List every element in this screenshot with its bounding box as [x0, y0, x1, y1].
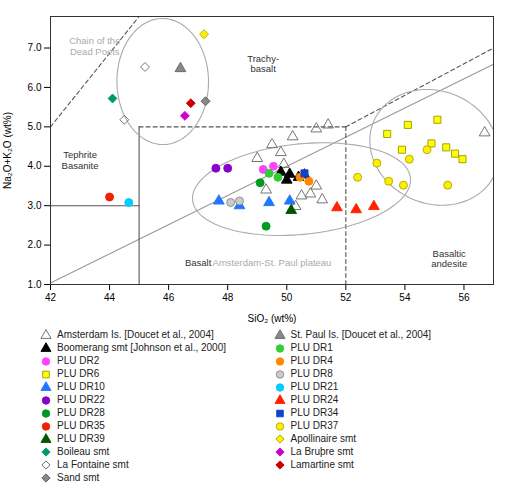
svg-text:Basalticandesite: Basalticandesite: [431, 248, 467, 269]
html-text:St. Paul Is. [Doucet et al., 2: St. Paul Is. [Doucet et al., 2004]: [290, 329, 432, 340]
svg-text:Na₂O+K₂O (wt%): Na₂O+K₂O (wt%): [2, 112, 13, 189]
svg-text:3.0: 3.0: [28, 200, 42, 211]
html-text:Sand smt: Sand smt: [57, 472, 100, 483]
html-text:PLU DR2: PLU DR2: [57, 355, 100, 366]
svg-text:6.0: 6.0: [28, 82, 42, 93]
svg-text:7.0: 7.0: [28, 42, 42, 53]
html-text:PLU DR22: PLU DR22: [57, 394, 105, 405]
svg-text:2.0: 2.0: [28, 239, 42, 250]
html-text:PLU DR21: PLU DR21: [290, 381, 339, 392]
html-text:Boileau smt: Boileau smt: [57, 446, 110, 457]
html-text:PLU DR24: PLU DR24: [290, 394, 339, 405]
html-text:PLU DR6: PLU DR6: [57, 368, 100, 379]
html-text:PLU DR39: PLU DR39: [57, 433, 105, 444]
html-text:Apollinaire smt: Apollinaire smt: [290, 433, 357, 444]
html-text:PLU DR1: PLU DR1: [290, 342, 333, 353]
svg-text:SiO₂ (wt%): SiO₂ (wt%): [248, 313, 297, 324]
svg-text:Trachy-basalt: Trachy-basalt: [247, 53, 279, 74]
html-text:Amsterdam Is. [Doucet et al.,: Amsterdam Is. [Doucet et al., 2004]: [57, 329, 214, 340]
html-text:Boomerang smt [Johnson et al.,: Boomerang smt [Johnson et al., 2000]: [57, 342, 226, 353]
svg-text:48: 48: [222, 292, 234, 303]
svg-text:52: 52: [340, 292, 352, 303]
svg-text:Chain of theDead Poets: Chain of theDead Poets: [69, 35, 120, 56]
svg-text:54: 54: [399, 292, 411, 303]
svg-text:1.0: 1.0: [28, 279, 42, 290]
html-text:PLU DR37: PLU DR37: [290, 420, 339, 431]
html-text:Lamartine smt: Lamartine smt: [290, 459, 354, 470]
svg-text:Amsterdam-St. Paul plateau: Amsterdam-St. Paul plateau: [213, 257, 332, 268]
html-text:PLU DR4: PLU DR4: [290, 355, 333, 366]
svg-text:56: 56: [458, 292, 470, 303]
svg-text:44: 44: [104, 292, 116, 303]
svg-text:Basalt: Basalt: [185, 257, 212, 268]
svg-text:TephriteBasanite: TephriteBasanite: [62, 149, 99, 170]
html-text:PLU DR34: PLU DR34: [290, 407, 339, 418]
svg-text:42: 42: [45, 292, 57, 303]
svg-text:46: 46: [163, 292, 175, 303]
html-text:PLU DR35: PLU DR35: [57, 420, 105, 431]
html-text:La Bruþre smt: La Bruþre smt: [290, 446, 354, 457]
svg-text:5.0: 5.0: [28, 121, 42, 132]
html-text:La Fontaine smt: La Fontaine smt: [57, 459, 129, 470]
svg-text:4.0: 4.0: [28, 160, 42, 171]
svg-text:50: 50: [281, 292, 293, 303]
html-text:PLU DR8: PLU DR8: [290, 368, 333, 379]
html-text:PLU DR10: PLU DR10: [57, 381, 105, 392]
html-text:PLU DR28: PLU DR28: [57, 407, 105, 418]
